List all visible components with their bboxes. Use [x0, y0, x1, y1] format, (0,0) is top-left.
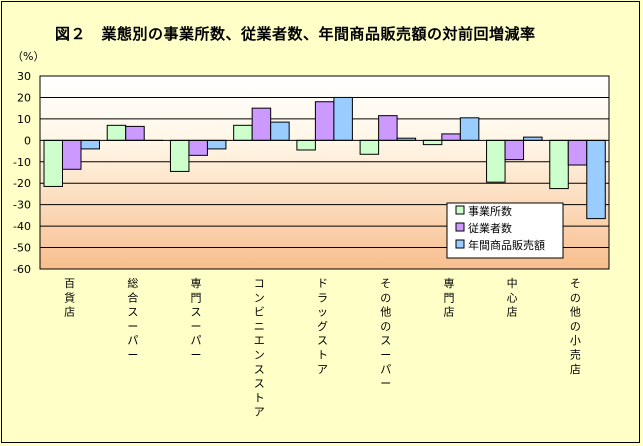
y-tick-label: 30	[17, 70, 31, 83]
bar-年間商品販売額	[206, 139, 227, 150]
bar-事業所数	[296, 139, 316, 151]
y-tick-label: 10	[17, 113, 31, 126]
legend-swatch	[455, 239, 465, 249]
x-category-label: 百貨店	[64, 277, 75, 319]
bar-従業者数	[251, 107, 272, 141]
bar-事業所数	[43, 139, 63, 187]
bar-事業所数	[169, 139, 190, 172]
bar-従業者数	[504, 139, 525, 161]
bar-従業者数	[62, 139, 82, 170]
y-axis-ticks: 30 20 10 0 -10 -20 -30 -40 -50 -60	[13, 70, 31, 276]
legend-swatch	[455, 222, 465, 232]
legend-label: 従業者数	[468, 222, 512, 235]
bar-事業所数	[233, 124, 253, 141]
y-tick-label: -20	[13, 177, 31, 190]
bar-事業所数	[549, 139, 569, 190]
bar-事業所数	[106, 124, 127, 141]
y-tick-label: -40	[13, 220, 31, 233]
x-category-label: 専門スーパー	[191, 277, 202, 362]
bar-年間商品販売額	[459, 117, 480, 141]
legend-box	[446, 202, 564, 259]
x-category-label: コンビニエンスストア	[254, 277, 265, 419]
bar-年間商品販売額	[333, 96, 353, 141]
legend-label: 事業所数	[468, 205, 512, 218]
y-tick-label: -50	[13, 242, 31, 255]
bar-従業者数	[441, 133, 461, 141]
bar-事業所数	[422, 139, 443, 146]
chart-title: 図２ 業態別の事業所数、従業者数、年間商品販売額の対前回増減率	[55, 25, 536, 43]
y-tick-label: 20	[17, 91, 31, 104]
x-category-label: 専門店	[443, 277, 454, 319]
x-category-label: 総合スーパー	[127, 276, 138, 362]
bar-series-group	[43, 96, 606, 220]
bar-事業所数	[359, 139, 380, 155]
x-category-label: ドラッグストア	[317, 277, 328, 376]
x-axis-labels: 百貨店 総合スーパー 専門スーパー コンビニエンスストア ドラッグストア その他のスーパー…	[64, 276, 581, 419]
x-category-label: その他のスーパー	[380, 277, 391, 390]
bar-従業者数	[567, 139, 588, 166]
x-category-label: その他の小売店	[570, 277, 581, 376]
x-category-label: 中心店	[507, 277, 518, 319]
legend-label: 年間商品販売額	[468, 238, 545, 252]
bar-従業者数	[314, 101, 335, 141]
y-tick-label: -10	[13, 156, 31, 169]
y-tick-label: -30	[13, 199, 31, 212]
legend-swatch	[455, 205, 465, 215]
bar-年間商品販売額	[80, 139, 100, 150]
y-tick-label: -60	[13, 263, 31, 276]
bar-年間商品販売額	[586, 139, 606, 220]
y-axis-unit-label: （%）	[12, 50, 45, 63]
bar-従業者数	[125, 125, 145, 141]
bar-年間商品販売額	[270, 121, 290, 141]
bar-従業者数	[378, 115, 398, 141]
bar-事業所数	[486, 139, 506, 183]
y-tick-label: 0	[24, 134, 31, 147]
bar-従業者数	[188, 139, 208, 156]
